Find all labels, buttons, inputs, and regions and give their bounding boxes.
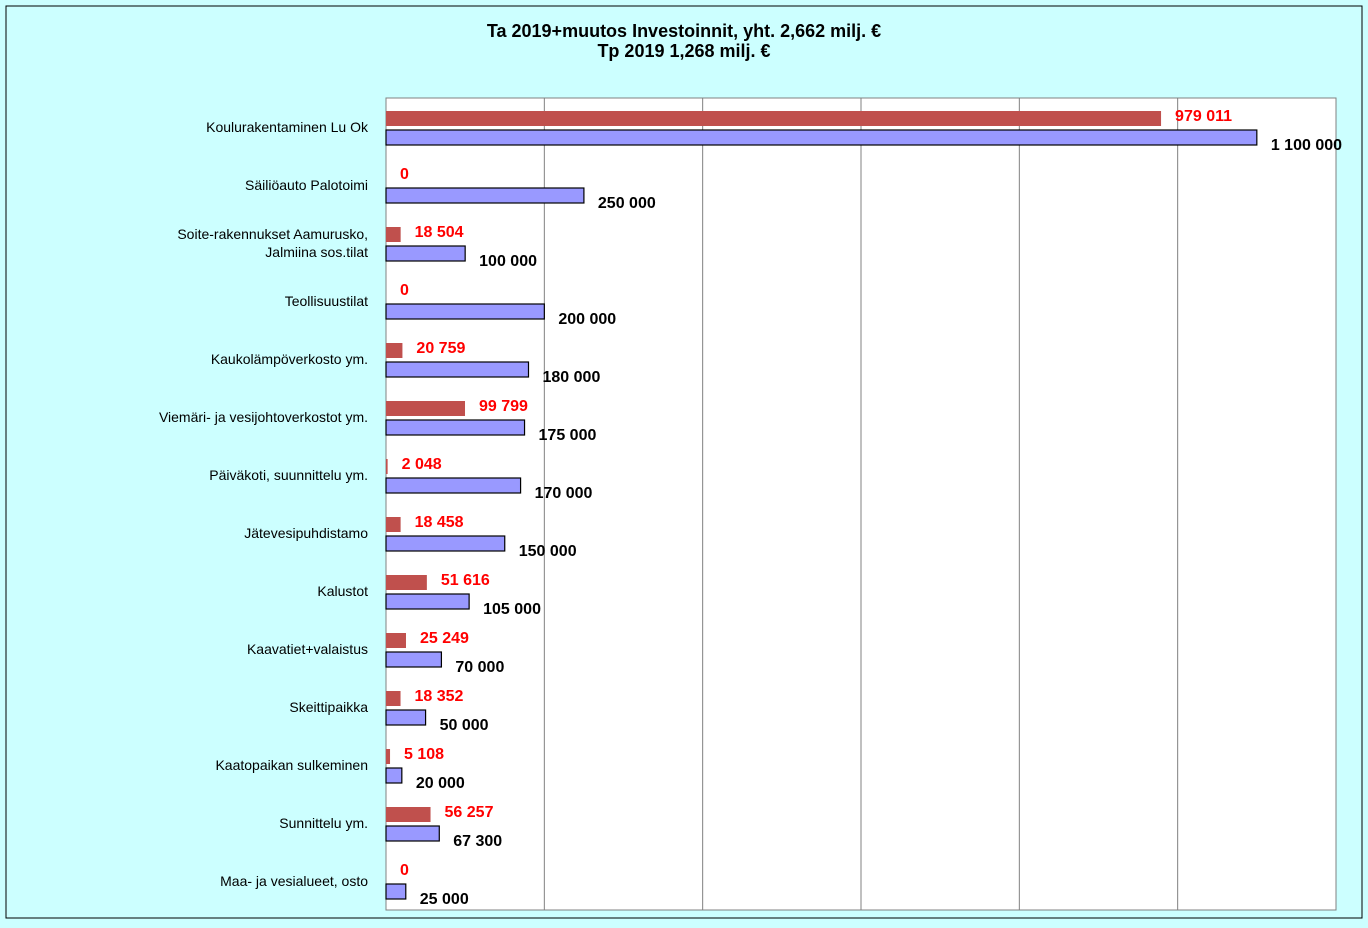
bar [385,361,530,378]
data-label: 50 000 [440,717,489,734]
bar [385,767,403,784]
data-label: 1 100 000 [1271,137,1342,154]
y-tick-label: Säiliöauto Palotoimi [245,177,368,193]
y-tick-label: Teollisuustilat [285,293,368,309]
y-tick-label: Kalustot [317,583,368,599]
data-label: 20 000 [416,775,465,792]
data-label: 70 000 [455,659,504,676]
y-tick-label: Kaukolämpöverkosto ym. [211,351,368,367]
bar [386,401,466,416]
data-label: 67 300 [453,833,502,850]
data-label: 56 257 [445,804,494,821]
y-tick-label: Maa- ja vesialueet, osto [220,873,368,889]
bar [386,111,1162,126]
data-label: 2 048 [402,456,442,473]
bar [386,517,401,532]
data-label: 0 [400,282,409,299]
data-label: 5 108 [404,746,444,763]
data-label: 51 616 [441,572,490,589]
data-label: 25 249 [420,630,469,647]
y-tick-label: Sunnittelu ym. [279,815,368,831]
y-tick-label: Soite-rakennukset Aamurusko, [177,226,368,242]
data-label: 180 000 [543,369,601,386]
data-label: 175 000 [539,427,597,444]
data-label: 150 000 [519,543,577,560]
y-tick-label: Jalmiina sos.tilat [265,244,368,260]
bar [385,419,526,436]
bar [385,825,440,842]
y-tick-label: Skeittipaikka [289,699,368,715]
y-tick-label: Kaatopaikan sulkeminen [215,757,368,773]
data-label: 20 759 [416,340,465,357]
data-label: 0 [400,166,409,183]
chart-title: Ta 2019+muutos Investoinnit, yht. 2,662 … [487,21,881,41]
bar [386,691,401,706]
bar [385,883,407,900]
data-label: 100 000 [479,253,537,270]
bar [385,593,470,610]
bar [385,477,522,494]
y-tick-label: Päiväkoti, suunnittelu ym. [209,467,368,483]
bar [386,749,391,764]
bar [386,227,401,242]
bar [385,187,585,204]
data-label: 200 000 [558,311,616,328]
y-tick-label: Jätevesipuhdistamo [244,525,368,541]
bar [385,129,1258,146]
bar [386,633,406,648]
bar [386,343,403,358]
bar [385,651,443,668]
data-label: 99 799 [479,398,528,415]
data-label: 105 000 [483,601,541,618]
data-label: 18 504 [415,224,464,241]
y-tick-label: Viemäri- ja vesijohtoverkostot ym. [159,409,368,425]
bar [385,535,506,552]
data-label: 979 011 [1175,108,1232,125]
data-label: 250 000 [598,195,656,212]
bar [386,807,431,822]
y-tick-label: Koulurakentaminen Lu Ok [206,119,369,135]
data-label: 170 000 [535,485,593,502]
y-tick-label: Kaavatiet+valaistus [247,641,368,657]
data-label: 18 352 [415,688,464,705]
bar [386,459,388,474]
data-label: 18 458 [415,514,464,531]
data-label: 0 [400,862,409,879]
bar [385,303,545,320]
bar [386,575,427,590]
bar [385,245,466,262]
data-label: 25 000 [420,891,469,908]
bar [385,709,427,726]
chart-subtitle: Tp 2019 1,268 milj. € [597,41,770,61]
